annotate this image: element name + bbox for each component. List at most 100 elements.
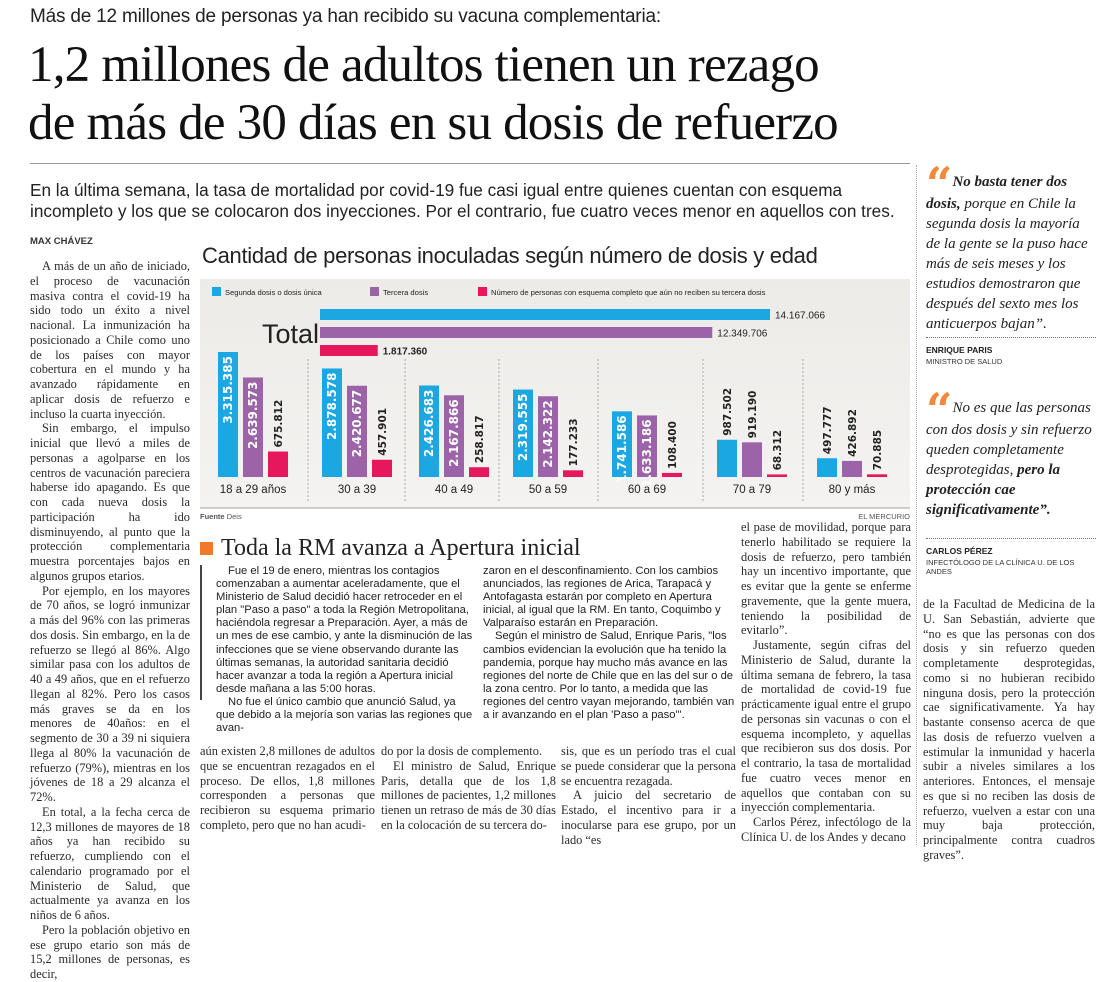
legend-swatch [212,287,221,296]
pull-quote: “No basta tener dos dosis, porque en Chi… [926,161,1096,334]
bar-value-label: 1.741.586 [615,415,629,483]
legend-swatch [370,287,379,296]
bar-value-label: 987.502 [722,388,734,436]
divider [30,163,910,164]
paragraph: Justamente, según cifras del Ministerio … [741,638,911,815]
bar [419,385,439,477]
section-title: Toda la RM avanza a Apertura inicial [221,535,581,561]
bar [563,470,583,477]
total-value: 12.349.706 [717,329,767,340]
paragraph: A más de un año de iniciado, el proceso … [30,259,190,421]
headline: 1,2 millones de adultos tienen un rezago… [28,36,928,152]
bar [268,451,288,477]
article-column: aún existen 2,8 millones de adultos que … [200,744,375,833]
box-column: Fue el 19 de enero, mientras los contagi… [216,565,473,734]
sidebar-box: Fue el 19 de enero, mientras los contagi… [200,565,740,734]
category-label: 50 a 59 [529,484,567,496]
chart-credit: EL MERCURIO [858,512,910,521]
bar [218,352,238,477]
category-label: 18 a 29 años [220,484,287,496]
box-column: zaron en el desconfinamiento. Con los ca… [483,565,740,721]
bar-value-label: 68.312 [772,430,784,471]
bar [662,472,682,477]
paragraph: aún existen 2,8 millones de adultos que … [200,744,375,832]
paragraph: En total, a la fecha cerca de 12,3 millo… [30,804,190,922]
bar [767,474,787,477]
bar-value-label: 258.817 [474,415,486,463]
paragraph: do por la dosis de complemento. [381,744,543,758]
paragraph: Según el ministro de Salud, Enrique Pari… [483,630,735,722]
bar [372,459,392,477]
divider [916,165,917,845]
bar-value-label: 919.190 [747,391,759,439]
total-bar [320,309,770,320]
bar-value-label: 108.400 [667,421,679,469]
legend-label: Segunda dosis o dosis única [225,288,322,297]
orange-square-icon [200,542,213,555]
paragraph: de la Facultad de Medicina de la U. San … [923,597,1095,862]
paragraph: El ministro de Salud, Enrique Paris, det… [381,758,556,832]
quote-text: porque en Chile la segunda dosis la mayo… [926,196,1088,332]
quote-text: No es que las personas con dos dosis y s… [926,400,1092,478]
headline-line: 1,2 millones de adultos tienen un rezago [28,37,820,93]
source-value: Deis [226,512,242,521]
total-value: 1.817.360 [383,347,428,358]
bar-value-label: 1.633.186 [640,419,654,487]
total-bar [320,327,713,338]
bar [538,396,558,477]
bar-value-label: 2.426.683 [422,390,436,458]
article-column: de la Facultad de Medicina de la U. San … [923,597,1095,863]
bar-value-label: 457.901 [377,408,389,456]
bar-value-label: 2.878.578 [325,372,339,440]
bar [867,474,887,477]
chart-source: Fuente Deis [200,512,242,521]
lead-paragraph: En la última semana, la tasa de mortalid… [30,180,895,221]
legend-label: Número de personas con esquema completo … [491,288,766,297]
category-label: 80 y más [829,484,876,496]
paragraph: zaron en el desconfinamiento. Con los ca… [483,565,721,630]
paragraph: Por ejemplo, en los mayores de 70 años, … [30,583,190,805]
divider [926,337,1096,338]
kicker: Más de 12 millones de personas ya han re… [30,6,661,27]
category-label: 30 a 39 [338,484,376,496]
legend-label: Tercera dosis [383,288,428,297]
chart-footer: Fuente Deis EL MERCURIO [200,507,910,521]
bar-value-label: 2.167.866 [447,399,461,467]
bar [243,377,263,477]
bar-value-label: 177.233 [568,418,580,466]
quote-author: ENRIQUE PARIS [926,345,993,355]
bar [469,467,489,477]
paragraph: sis, que es un período tras el cual se p… [561,744,736,788]
divider [926,538,1096,539]
bar [513,389,533,477]
section-header: Toda la RM avanza a Apertura inicial [200,535,581,562]
pull-quote: “No es que las personas con dos dosis y … [926,387,1096,520]
article-column: do por la dosis de complemento. El minist… [381,744,556,833]
bar-value-label: 2.142.322 [541,400,555,468]
bar-value-label: 2.639.573 [246,381,260,449]
article-column: el pase de movilidad, porque para tenerl… [741,520,911,845]
bar-value-label: 675.812 [273,400,285,448]
article-column: sis, que es un período tras el cual se p… [561,744,736,847]
quote-bold: No basta tener dos dosis, [926,174,1068,212]
total-label: Total [262,319,319,349]
bar [717,439,737,477]
bar-value-label: 3.315.385 [221,356,235,424]
paragraph: Fue el 19 de enero, mientras los contagi… [216,565,473,695]
bar [444,395,464,477]
bar-chart: Segunda dosis o dosis única Tercera dosis… [212,287,887,501]
quote-author-role: MINISTRO DE SALUD [926,357,1003,366]
bar [637,415,657,477]
bar-value-label: 497.777 [822,406,834,454]
paragraph: A juicio del secretario de Estado, el in… [561,788,736,847]
bar-value-label: 2.420.677 [350,390,364,458]
bar [817,458,837,477]
paragraph: Sin embargo, el impulso inicial que llev… [30,421,190,583]
paragraph: el pase de movilidad, porque para tenerl… [741,520,911,638]
quote-bold: pero la protección cae significativament… [926,462,1061,518]
bar-value-label: 2.319.555 [516,394,530,462]
bar-value-label: 70.885 [872,430,884,471]
quote-author: CARLOS PÉREZ [926,546,993,556]
bar-value-label: 426.892 [847,409,859,457]
total-value: 14.167.066 [775,311,825,322]
